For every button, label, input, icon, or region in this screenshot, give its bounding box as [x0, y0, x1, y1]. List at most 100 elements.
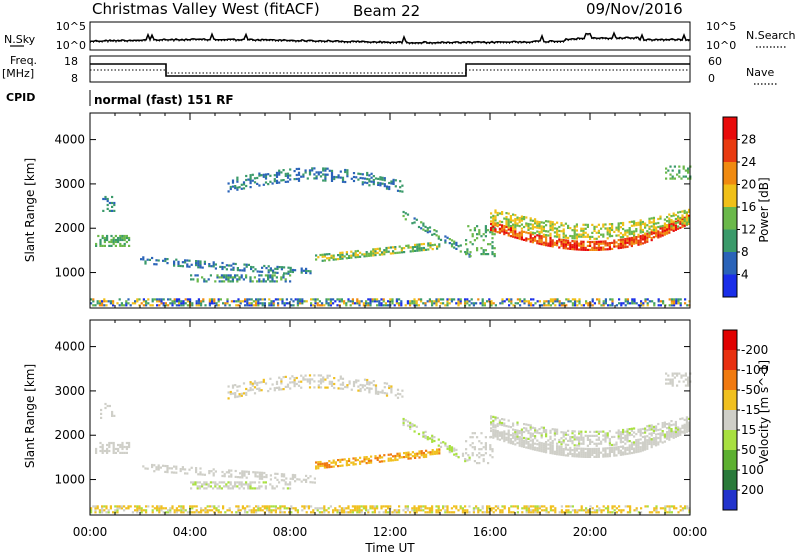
- echo-cell: [205, 487, 208, 490]
- echo-cell: [646, 304, 649, 307]
- echo-cell: [556, 231, 559, 234]
- echo-cell: [558, 451, 561, 454]
- echo-cell: [624, 453, 627, 456]
- echo-cell: [275, 171, 279, 174]
- echo-cell: [681, 225, 684, 228]
- echo-cell: [315, 254, 318, 257]
- echo-cell: [518, 225, 521, 228]
- echo-cell: [558, 447, 561, 450]
- echo-cell: [325, 298, 328, 301]
- echo-cell: [136, 300, 139, 303]
- echo-cell: [442, 302, 445, 305]
- echo-cell: [516, 505, 519, 508]
- echo-cell: [366, 382, 369, 386]
- echo-cell: [496, 438, 499, 441]
- echo-cell: [665, 382, 668, 385]
- echo-cell: [578, 442, 581, 445]
- echo-cell: [398, 456, 401, 459]
- echo-cell: [628, 440, 631, 443]
- echo-cell: [553, 227, 556, 230]
- echo-cell: [107, 509, 110, 512]
- echo-cell: [230, 300, 233, 303]
- echo-cell: [370, 176, 373, 179]
- echo-cell: [569, 436, 572, 439]
- echo-cell: [640, 304, 643, 307]
- echo-cell: [195, 511, 198, 514]
- echo-cell: [240, 485, 243, 488]
- echo-cell: [415, 300, 418, 303]
- echo-cell: [106, 199, 109, 203]
- echo-cell: [652, 216, 655, 219]
- echo-cell: [330, 171, 334, 174]
- echo-cell: [317, 173, 320, 176]
- echo-cell: [569, 505, 572, 508]
- echo-cell: [622, 453, 625, 456]
- echo-cell: [217, 304, 220, 307]
- echo-cell: [193, 511, 196, 514]
- echo-cell: [615, 454, 618, 457]
- echo-cell: [435, 298, 438, 301]
- echo-cell: [507, 441, 510, 444]
- echo-cell: [296, 300, 299, 303]
- echo-cell: [374, 252, 377, 255]
- echo-cell: [560, 505, 563, 508]
- echo-cell: [151, 256, 154, 260]
- echo-cell: [608, 430, 611, 433]
- echo-cell: [420, 243, 423, 246]
- echo-cell: [238, 278, 241, 281]
- echo-cell: [575, 235, 578, 238]
- echo-cell: [321, 253, 324, 256]
- echo-cell: [337, 379, 340, 382]
- echo-cell: [490, 302, 493, 305]
- echo-cell: [505, 216, 508, 219]
- echo-cell: [112, 242, 115, 246]
- echo-cell: [580, 509, 583, 512]
- echo-cell: [228, 304, 231, 307]
- echo-cell: [255, 304, 258, 307]
- echo-cell: [687, 169, 690, 172]
- echo-cell: [666, 230, 669, 233]
- echo-cell: [300, 269, 303, 272]
- echo-cell: [431, 438, 434, 441]
- echo-cell: [575, 453, 578, 456]
- echo-cell: [239, 269, 242, 272]
- echo-cell: [234, 394, 237, 397]
- echo-cell: [125, 441, 128, 445]
- echo-cell: [240, 392, 243, 395]
- echo-cell: [531, 233, 534, 236]
- echo-cell: [551, 448, 554, 451]
- echo-cell: [290, 511, 293, 514]
- echo-cell: [523, 216, 526, 219]
- echo-cell: [650, 426, 653, 429]
- echo-cell: [365, 253, 368, 256]
- echo-cell: [655, 509, 658, 512]
- echo-cell: [444, 509, 447, 512]
- echo-cell: [104, 406, 107, 410]
- echo-cell: [492, 225, 495, 228]
- echo-cell: [661, 224, 664, 228]
- echo-cell: [123, 304, 126, 307]
- echo-cell: [273, 180, 276, 183]
- echo-cell: [330, 254, 333, 257]
- echo-cell: [267, 269, 270, 272]
- echo-cell: [628, 229, 631, 232]
- echo-cell: [111, 205, 114, 208]
- echo-cell: [493, 247, 496, 250]
- echo-cell: [666, 220, 669, 223]
- echo-cell: [221, 261, 224, 265]
- echo-cell: [596, 511, 599, 514]
- echo-cell: [582, 442, 585, 445]
- echo-cell: [639, 219, 642, 222]
- echo-cell: [514, 505, 517, 508]
- echo-cell: [650, 428, 653, 431]
- echo-cell: [244, 298, 247, 301]
- echo-cell: [370, 381, 373, 384]
- echo-cell: [254, 268, 257, 271]
- echo-cell: [359, 383, 362, 387]
- echo-cell: [245, 263, 248, 266]
- echo-cell: [615, 228, 618, 231]
- echo-cell: [113, 209, 116, 212]
- echo-cell: [593, 449, 596, 452]
- echo-cell: [687, 384, 690, 387]
- echo-cell: [600, 451, 603, 454]
